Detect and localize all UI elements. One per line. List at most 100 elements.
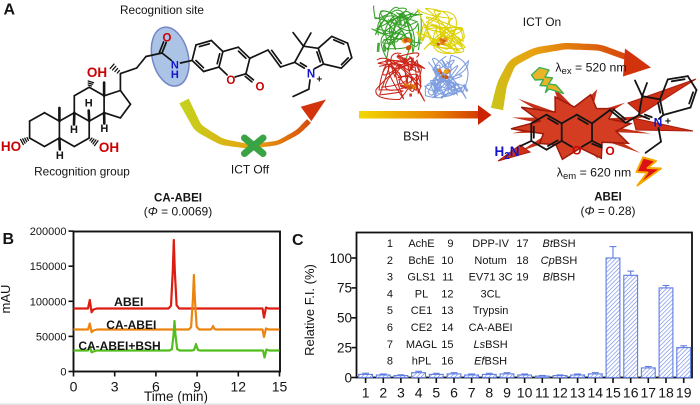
svg-text:19: 19 [516,272,528,284]
svg-text:6: 6 [152,379,160,395]
svg-text:CA-ABEI: CA-ABEI [106,318,156,332]
svg-text:2: 2 [387,255,393,267]
svg-text:ABEI: ABEI [114,295,143,309]
svg-text:17: 17 [641,385,657,401]
svg-text:13: 13 [570,385,586,401]
svg-text:4: 4 [387,288,393,300]
svg-text:O: O [605,144,614,158]
svg-text:CE2: CE2 [411,322,432,334]
svg-text:7: 7 [387,339,393,351]
svg-text:+: + [665,116,671,128]
svg-text:BchE: BchE [408,255,434,267]
svg-text:4: 4 [415,385,423,401]
svg-text:EfBSH: EfBSH [474,356,507,368]
svg-text:6: 6 [387,322,393,334]
svg-text:H: H [56,150,64,162]
svg-text:hPL: hPL [412,356,432,368]
svg-text:Trypsin: Trypsin [473,305,509,317]
svg-text:MAGL: MAGL [406,339,437,351]
svg-text:LsBSH: LsBSH [473,339,507,351]
svg-text:3: 3 [387,272,393,284]
svg-text:Time (min): Time (min) [144,389,208,404]
svg-text:3: 3 [111,379,119,395]
svg-text:100000: 100000 [30,296,67,308]
svg-text:1: 1 [362,385,370,401]
svg-text:Recognition group: Recognition group [34,165,130,179]
svg-text:EV71 3C: EV71 3C [469,272,513,284]
svg-text:(Φ = 0.0069): (Φ = 0.0069) [144,205,212,219]
svg-text:H: H [100,123,108,135]
svg-text:200000: 200000 [30,226,67,238]
svg-text:N: N [654,115,663,129]
svg-text:12: 12 [231,379,247,395]
svg-text:H: H [85,98,93,110]
svg-text:0: 0 [344,370,352,385]
svg-text:5: 5 [387,305,393,317]
svg-text:5: 5 [432,385,440,401]
svg-text:HO: HO [1,139,21,154]
svg-text:16: 16 [441,356,453,368]
svg-text:O: O [572,144,581,158]
svg-text:AchE: AchE [408,238,434,250]
svg-text:CA-ABEI: CA-ABEI [154,193,202,205]
svg-text:19: 19 [676,385,692,401]
svg-text:λem = 620 nm: λem = 620 nm [557,166,631,183]
svg-text:9: 9 [193,379,201,395]
svg-text:H: H [171,69,179,81]
svg-text:100: 100 [329,251,352,266]
svg-text:150000: 150000 [30,261,67,273]
svg-text:O: O [256,81,265,93]
svg-text:3CL: 3CL [481,288,501,300]
svg-text:B: B [3,231,15,248]
svg-text:CpBSH: CpBSH [541,255,578,267]
svg-text:25: 25 [337,340,352,355]
svg-text:N: N [171,60,179,72]
svg-text:12: 12 [441,288,453,300]
svg-text:mAU: mAU [0,285,13,314]
svg-text:75: 75 [337,281,352,296]
svg-text:ICT Off: ICT Off [231,163,270,177]
svg-text:10: 10 [441,255,453,267]
svg-text:0: 0 [60,367,66,379]
svg-text:BtBSH: BtBSH [542,238,575,250]
svg-text:8: 8 [387,356,393,368]
svg-text:(Φ = 0.28): (Φ = 0.28) [580,204,635,218]
svg-text:14: 14 [441,322,453,334]
svg-text:11: 11 [442,272,453,284]
svg-text:9: 9 [503,385,511,401]
svg-text:3: 3 [397,385,405,401]
svg-text:CE1: CE1 [411,305,432,317]
svg-text:CA-ABEI: CA-ABEI [469,322,513,334]
svg-text:18: 18 [516,255,528,267]
svg-text:1: 1 [387,238,393,250]
svg-text:Notum: Notum [474,255,506,267]
svg-text:PL: PL [415,288,428,300]
svg-text:N: N [307,68,315,80]
svg-text:16: 16 [623,385,639,401]
svg-text:50000: 50000 [36,331,67,343]
svg-text:H: H [70,124,78,136]
svg-text:15: 15 [605,385,621,401]
svg-text:CA-ABEI+BSH: CA-ABEI+BSH [78,339,160,353]
svg-text:15: 15 [441,339,453,351]
svg-text:14: 14 [588,385,604,401]
svg-text:H2N: H2N [494,144,519,162]
svg-text:OH: OH [87,65,107,80]
svg-text:BSH: BSH [403,130,429,144]
svg-text:C: C [292,232,304,249]
svg-text:GLS1: GLS1 [407,272,435,284]
svg-text:13: 13 [441,305,453,317]
svg-text:12: 12 [552,385,568,401]
svg-text:7: 7 [468,385,476,401]
svg-text:9: 9 [447,238,453,250]
svg-text:10: 10 [517,385,533,401]
svg-text:λex = 520 nm: λex = 520 nm [555,61,626,78]
svg-text:6: 6 [450,385,458,401]
svg-text:+: + [316,75,322,86]
svg-text:2: 2 [379,385,387,401]
svg-text:DPP-IV: DPP-IV [472,238,509,250]
svg-text:18: 18 [658,385,674,401]
svg-text:O: O [163,33,172,45]
svg-text:O: O [226,75,235,87]
svg-text:Recognition site: Recognition site [120,3,204,17]
